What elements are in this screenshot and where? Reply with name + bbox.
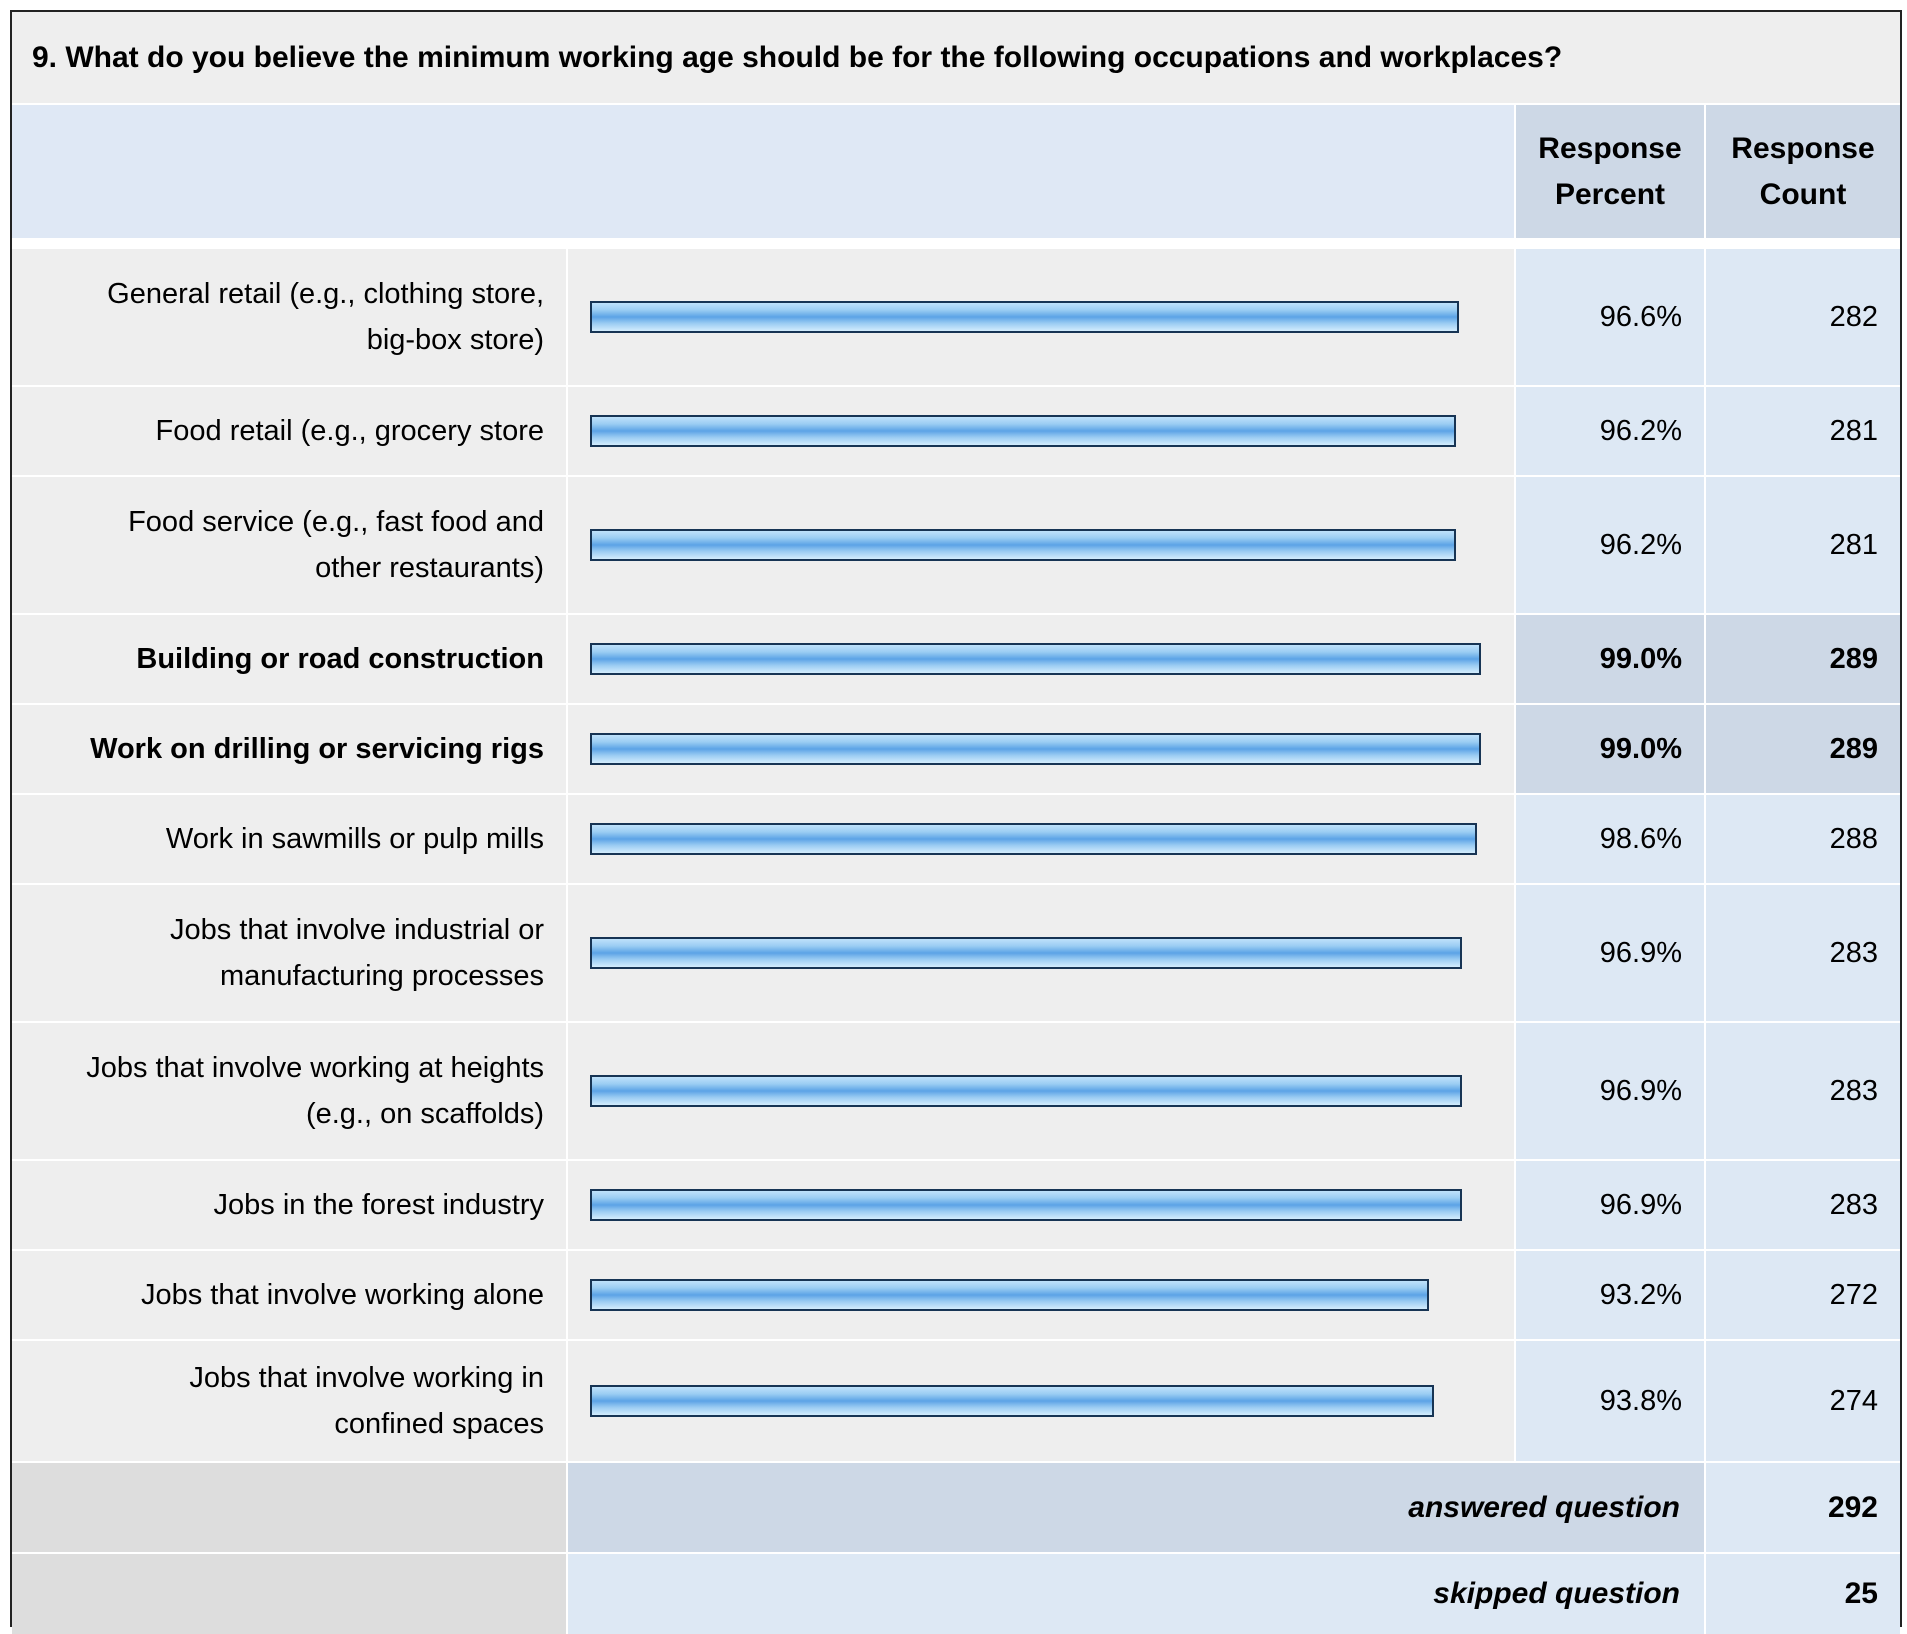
- response-count-header-line2: Count: [1759, 177, 1847, 211]
- row-label-line: manufacturing processes: [220, 960, 544, 992]
- question-title: 9. What do you believe the minimum worki…: [12, 12, 1900, 103]
- response-percent-header-line2: Percent: [1554, 177, 1666, 211]
- response-percent: 98.6%: [1516, 795, 1704, 883]
- response-count: 288: [1706, 795, 1900, 883]
- response-percent: 93.8%: [1516, 1341, 1704, 1461]
- bar-cell: [568, 1341, 1514, 1461]
- row-label-line: Jobs in the forest industry: [213, 1189, 544, 1221]
- row-label-line: Food retail (e.g., grocery store: [155, 415, 544, 447]
- response-percent: 96.2%: [1516, 387, 1704, 475]
- response-bar: [590, 529, 1456, 561]
- row-label: General retail (e.g., clothing store, big…: [12, 249, 566, 385]
- response-percent: 96.9%: [1516, 1023, 1704, 1159]
- bar-cell: [568, 615, 1514, 703]
- bar-cell: [568, 477, 1514, 613]
- row-label-line: Jobs that involve working at heights: [86, 1052, 544, 1084]
- row-label-line: Jobs that involve working alone: [140, 1279, 544, 1311]
- bar-cell: [568, 1161, 1514, 1249]
- response-count: 282: [1706, 249, 1900, 385]
- row-label-line: other restaurants): [315, 552, 544, 584]
- response-bar: [590, 823, 1477, 855]
- response-percent: 99.0%: [1516, 705, 1704, 793]
- answered-question-count: 292: [1706, 1463, 1900, 1552]
- row-label: Work on drilling or servicing rigs: [12, 705, 566, 793]
- row-label-line: Jobs that involve working in: [189, 1362, 544, 1394]
- response-percent: 99.0%: [1516, 615, 1704, 703]
- response-percent-header-line1: Response: [1538, 131, 1682, 165]
- response-count: 283: [1706, 1023, 1900, 1159]
- bar-cell: [568, 249, 1514, 385]
- response-count: 283: [1706, 1161, 1900, 1249]
- response-bar: [590, 643, 1481, 675]
- row-label-line: Food service (e.g., fast food and: [128, 506, 544, 538]
- response-percent: 96.2%: [1516, 477, 1704, 613]
- row-label-line: Jobs that involve industrial or: [170, 914, 544, 946]
- response-bar: [590, 1279, 1429, 1311]
- response-count: 281: [1706, 477, 1900, 613]
- row-label-line: big-box store): [366, 324, 544, 356]
- survey-question-panel: 9. What do you believe the minimum worki…: [10, 10, 1902, 1634]
- row-label: Building or road construction: [12, 615, 566, 703]
- row-label: Jobs that involve industrial or manufactu…: [12, 885, 566, 1021]
- response-count: 283: [1706, 885, 1900, 1021]
- response-percent: 96.6%: [1516, 249, 1704, 385]
- response-count: 274: [1706, 1341, 1900, 1461]
- bar-cell: [568, 705, 1514, 793]
- row-label: Jobs that involve working at heights (e.g…: [12, 1023, 566, 1159]
- footer-blank-cell: [12, 1554, 566, 1634]
- response-bar: [590, 937, 1462, 969]
- bar-cell: [568, 1251, 1514, 1339]
- row-label: Food service (e.g., fast food and other r…: [12, 477, 566, 613]
- row-label: Jobs that involve working in confined spa…: [12, 1341, 566, 1461]
- row-label-line: confined spaces: [334, 1408, 544, 1440]
- response-percent: 96.9%: [1516, 885, 1704, 1021]
- response-percent-header: Response Percent: [1516, 105, 1704, 238]
- response-bar: [590, 301, 1459, 333]
- skipped-question-label: skipped question: [568, 1554, 1704, 1634]
- response-count: 281: [1706, 387, 1900, 475]
- row-label: Jobs that involve working alone: [12, 1251, 566, 1339]
- bar-cell: [568, 387, 1514, 475]
- response-bar: [590, 415, 1456, 447]
- response-count: 289: [1706, 615, 1900, 703]
- row-label: Work in sawmills or pulp mills: [12, 795, 566, 883]
- footer-blank-cell: [12, 1463, 566, 1552]
- row-label-line: Work in sawmills or pulp mills: [165, 823, 544, 855]
- response-percent: 93.2%: [1516, 1251, 1704, 1339]
- response-count-header: Response Count: [1706, 105, 1900, 238]
- response-count-header-line1: Response: [1731, 131, 1875, 165]
- answered-question-label: answered question: [568, 1463, 1704, 1552]
- row-label-line: General retail (e.g., clothing store,: [107, 278, 544, 310]
- row-label: Jobs in the forest industry: [12, 1161, 566, 1249]
- row-label-line: Work on drilling or servicing rigs: [90, 733, 544, 765]
- response-bar: [590, 1385, 1434, 1417]
- response-count: 272: [1706, 1251, 1900, 1339]
- row-label-line: Building or road construction: [136, 643, 544, 675]
- skipped-question-count: 25: [1706, 1554, 1900, 1634]
- bar-cell: [568, 795, 1514, 883]
- response-bar: [590, 1189, 1462, 1221]
- response-bar: [590, 733, 1481, 765]
- header-blank-cell: [12, 105, 1514, 238]
- row-label: Food retail (e.g., grocery store: [12, 387, 566, 475]
- response-percent: 96.9%: [1516, 1161, 1704, 1249]
- response-bar: [590, 1075, 1462, 1107]
- response-count: 289: [1706, 705, 1900, 793]
- bar-cell: [568, 1023, 1514, 1159]
- bar-cell: [568, 885, 1514, 1021]
- row-label-line: (e.g., on scaffolds): [305, 1098, 544, 1130]
